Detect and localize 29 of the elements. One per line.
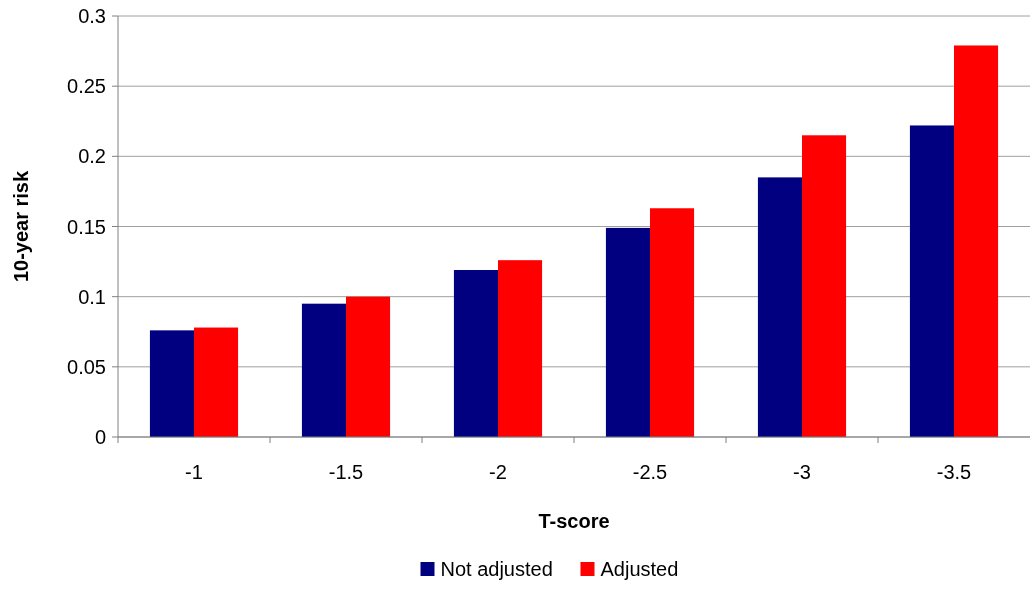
bar xyxy=(605,227,650,437)
y-tick-label: 0.3 xyxy=(78,5,106,27)
bar xyxy=(954,45,999,437)
bar xyxy=(301,303,346,437)
legend-label: Not adjusted xyxy=(440,558,553,580)
x-tick-label: -1.5 xyxy=(328,461,364,483)
x-tick-label: -2.5 xyxy=(632,461,668,483)
x-tick-label: -1 xyxy=(185,461,203,483)
y-tick-label: 0.1 xyxy=(78,285,106,308)
bar xyxy=(909,125,954,437)
bar xyxy=(802,135,847,437)
x-tick-label: -3.5 xyxy=(936,461,972,483)
bar xyxy=(650,208,695,437)
y-tick-label: 0.25 xyxy=(67,75,106,98)
bar xyxy=(149,330,194,437)
y-tick-label: 0.15 xyxy=(67,215,106,238)
y-axis-title: 10-year risk xyxy=(10,170,32,283)
x-axis-title: T-score xyxy=(538,510,610,532)
y-tick-label: 0 xyxy=(94,426,106,448)
x-tick-label: -2 xyxy=(489,461,507,483)
x-tick-label: -3 xyxy=(793,461,811,483)
y-tick-label: 0.2 xyxy=(78,145,106,168)
bar xyxy=(453,270,498,437)
bar xyxy=(346,296,391,437)
y-tick-label: 0.05 xyxy=(67,355,106,378)
bar xyxy=(194,327,239,437)
legend-label: Adjusted xyxy=(600,558,679,580)
bar xyxy=(757,177,802,437)
bar xyxy=(498,260,543,437)
